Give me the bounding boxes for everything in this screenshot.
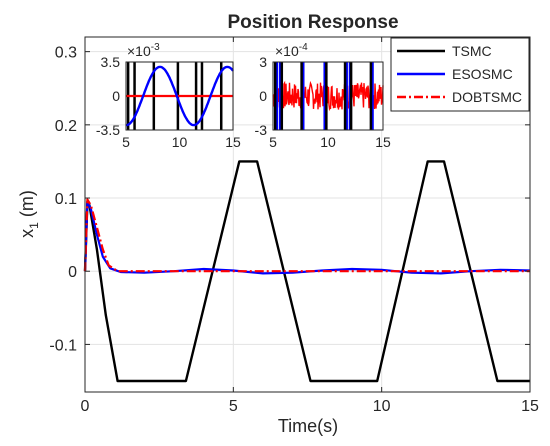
x-axis-label: Time(s) <box>278 416 338 436</box>
legend-label-tsmc: TSMC <box>452 43 492 59</box>
inset-2-x-tick-label: 10 <box>320 134 336 150</box>
chart-title: Position Response <box>227 12 398 33</box>
x-tick-label: 0 <box>81 398 90 415</box>
inset-2-tick-labels: 5 10 15 -3 0 3 <box>255 54 391 150</box>
legend: TSMC ESOSMC DOBTSMC <box>390 37 530 112</box>
inset-1-y-tick-label: 0 <box>112 88 120 104</box>
x-tick-label: 15 <box>521 398 539 415</box>
y-tick-labels: -0.1 0 0.1 0.2 0.3 <box>49 45 77 355</box>
legend-label-esosmc: ESOSMC <box>452 66 513 82</box>
inset-1-esosmc-wave <box>126 65 234 127</box>
inset-1-exponent-base: ×10 <box>127 43 151 59</box>
inset-1-tick-labels: 5 10 15 -3.5 0 3.5 <box>96 54 241 150</box>
y-axis-label: x1 (m) <box>17 190 41 238</box>
inset-2-y-tick-label: -3 <box>255 122 268 138</box>
inset-2-exponent: ×10-4 <box>275 42 308 59</box>
inset-2: 5 10 15 -3 0 3 ×10-4 <box>255 42 391 150</box>
inset-1-exponent: ×10-3 <box>127 42 160 59</box>
main-series-group <box>83 160 531 383</box>
y-tick-label: 0.2 <box>55 118 77 135</box>
series-line-tsmc <box>83 160 530 383</box>
x-tick-label: 10 <box>373 398 391 415</box>
inset-2-exponent-base: ×10 <box>275 43 299 59</box>
x-tick-label: 5 <box>229 398 238 415</box>
inset-2-dobtsmc-noise <box>272 80 384 112</box>
inset-2-exponent-power: -4 <box>299 42 308 53</box>
inset-2-series <box>272 62 384 130</box>
y-tick-label: 0.3 <box>55 45 77 62</box>
inset-2-y-tick-label: 3 <box>259 54 267 70</box>
inset-1: 5 10 15 -3.5 0 3.5 ×10-3 <box>96 42 241 150</box>
x-tick-labels: 0 5 10 15 <box>81 398 539 415</box>
inset-1-x-tick-label: 15 <box>225 134 241 150</box>
y-tick-label: 0.1 <box>55 191 77 208</box>
inset-2-x-tick-label: 5 <box>269 134 277 150</box>
y-axis-label-subscript: 1 <box>27 222 41 229</box>
legend-label-dobtsmc: DOBTSMC <box>452 89 522 105</box>
series-line-dobtsmc <box>83 198 530 273</box>
y-tick-label: -0.1 <box>49 337 77 354</box>
inset-2-y-tick-label: 0 <box>259 88 267 104</box>
inset-2-x-tick-label: 15 <box>375 134 391 150</box>
y-tick-label: 0 <box>68 264 77 281</box>
inset-1-frame <box>125 61 234 131</box>
y-axis-label-unit: (m) <box>17 190 37 222</box>
y-axis-label-main: x <box>17 229 37 238</box>
inset-1-exponent-power: -3 <box>151 42 160 53</box>
inset-2-frame <box>272 61 384 131</box>
inset-1-series <box>126 62 234 130</box>
inset-1-y-tick-label: -3.5 <box>96 122 120 138</box>
inset-1-x-tick-label: 10 <box>172 134 188 150</box>
plot-frame <box>84 36 531 393</box>
inset-1-x-tick-label: 5 <box>122 134 130 150</box>
inset-1-y-tick-label: 3.5 <box>101 54 121 70</box>
